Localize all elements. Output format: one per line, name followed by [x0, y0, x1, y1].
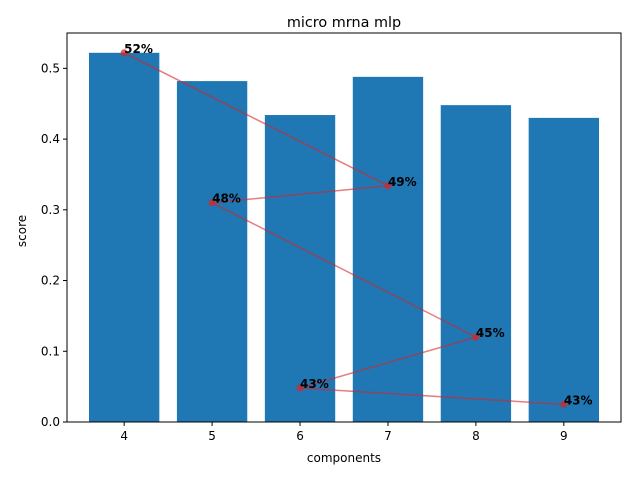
overlay-point: [296, 384, 304, 392]
x-tick-label: 5: [208, 429, 216, 443]
x-tick-label: 7: [384, 429, 392, 443]
y-axis-label: score: [15, 215, 29, 247]
y-tick-label: 0.3: [41, 203, 60, 217]
chart-title: micro mrna mlp: [287, 15, 401, 31]
data-label: 43%: [564, 393, 593, 407]
y-tick-label: 0.4: [41, 132, 60, 146]
plot-frame: [66, 32, 622, 423]
bar: [528, 117, 600, 422]
data-label: 45%: [476, 326, 505, 340]
x-axis-label: components: [307, 451, 381, 465]
overlay-point: [472, 333, 480, 341]
y-tick-label: 0.0: [41, 415, 60, 429]
x-tick-label: 8: [472, 429, 480, 443]
bar: [88, 52, 160, 422]
overlay-point: [560, 400, 568, 408]
data-label: 52%: [124, 42, 153, 56]
y-tick-label: 0.1: [41, 344, 60, 358]
bar: [176, 81, 248, 422]
bar: [264, 115, 336, 422]
x-tick-label: 4: [120, 429, 128, 443]
overlay-point: [120, 49, 128, 57]
overlay-line: [123, 52, 564, 406]
overlay-line-group: 52% 49% 48% 45% 43% 43%: [120, 42, 593, 408]
axes-group: 4 5 6 7 8 9 0.0 0.1 0.2 0.3 0.4 0.5: [41, 32, 622, 443]
data-label: 49%: [388, 175, 417, 189]
bar: [352, 76, 424, 423]
bars-group: [88, 52, 600, 423]
y-tick-label: 0.5: [41, 61, 60, 75]
x-tick-label: 6: [296, 429, 304, 443]
data-label: 48%: [212, 192, 241, 206]
overlay-point: [208, 199, 216, 207]
y-tick-label: 0.2: [41, 274, 60, 288]
bar: [440, 105, 512, 422]
data-label: 43%: [300, 377, 329, 391]
overlay-point: [384, 182, 392, 190]
x-tick-label: 9: [560, 429, 568, 443]
